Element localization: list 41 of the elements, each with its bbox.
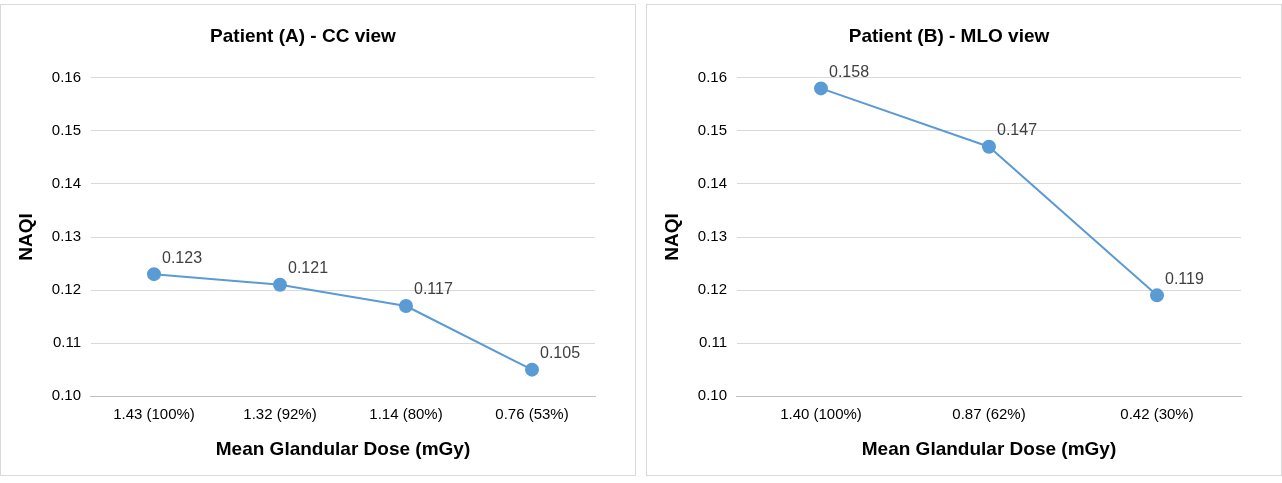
point xyxy=(1150,288,1164,303)
y-tick-label: 0.13 xyxy=(697,227,727,245)
y-tick-label: 0.11 xyxy=(698,333,727,351)
x-axis-title: Mean Glandular Dose (mGy) xyxy=(861,437,1117,459)
point xyxy=(525,362,539,377)
y-tick-label: 0.15 xyxy=(697,121,727,139)
data-label: 0.105 xyxy=(540,344,581,362)
point xyxy=(982,139,996,154)
point xyxy=(399,298,413,313)
y-axis-title: NAQI xyxy=(660,213,682,261)
x-axis-title: Mean Glandular Dose (mGy) xyxy=(215,437,471,459)
x-tick-label: 0.76 (53%) xyxy=(495,405,569,423)
x-tick-label: 1.14 (80%) xyxy=(369,405,443,423)
chart-title: Patient (A) - CC view xyxy=(210,24,397,46)
x-tick-label: 1.32 (92%) xyxy=(243,405,317,423)
data-label: 0.121 xyxy=(288,259,329,277)
point xyxy=(147,267,161,282)
data-label: 0.158 xyxy=(829,62,870,80)
y-tick-label: 0.10 xyxy=(51,386,81,404)
y-tick-label: 0.14 xyxy=(51,174,81,192)
point xyxy=(814,81,828,96)
data-label: 0.119 xyxy=(1165,269,1204,287)
x-tick-label: 0.42 (30%) xyxy=(1120,405,1194,423)
y-tick-label: 0.16 xyxy=(51,67,81,85)
data-label: 0.117 xyxy=(414,280,453,298)
y-tick-label: 0.14 xyxy=(697,174,727,192)
y-tick-label: 0.12 xyxy=(51,280,81,298)
y-tick-label: 0.10 xyxy=(697,386,727,404)
point xyxy=(273,277,287,292)
x-tick-label: 1.40 (100%) xyxy=(780,405,862,423)
data-label: 0.147 xyxy=(997,121,1038,139)
data-label: 0.123 xyxy=(162,248,203,266)
x-tick-label: 1.43 (100%) xyxy=(113,405,195,423)
y-tick-label: 0.15 xyxy=(51,121,81,139)
x-tick-label: 0.87 (62%) xyxy=(952,405,1026,423)
chart-title: Patient (B) - MLO view xyxy=(848,24,1050,46)
y-tick-label: 0.16 xyxy=(697,67,727,85)
y-tick-label: 0.11 xyxy=(52,333,81,351)
y-tick-label: 0.12 xyxy=(697,280,727,298)
y-tick-label: 0.13 xyxy=(51,227,81,245)
y-axis-title: NAQI xyxy=(14,213,36,261)
